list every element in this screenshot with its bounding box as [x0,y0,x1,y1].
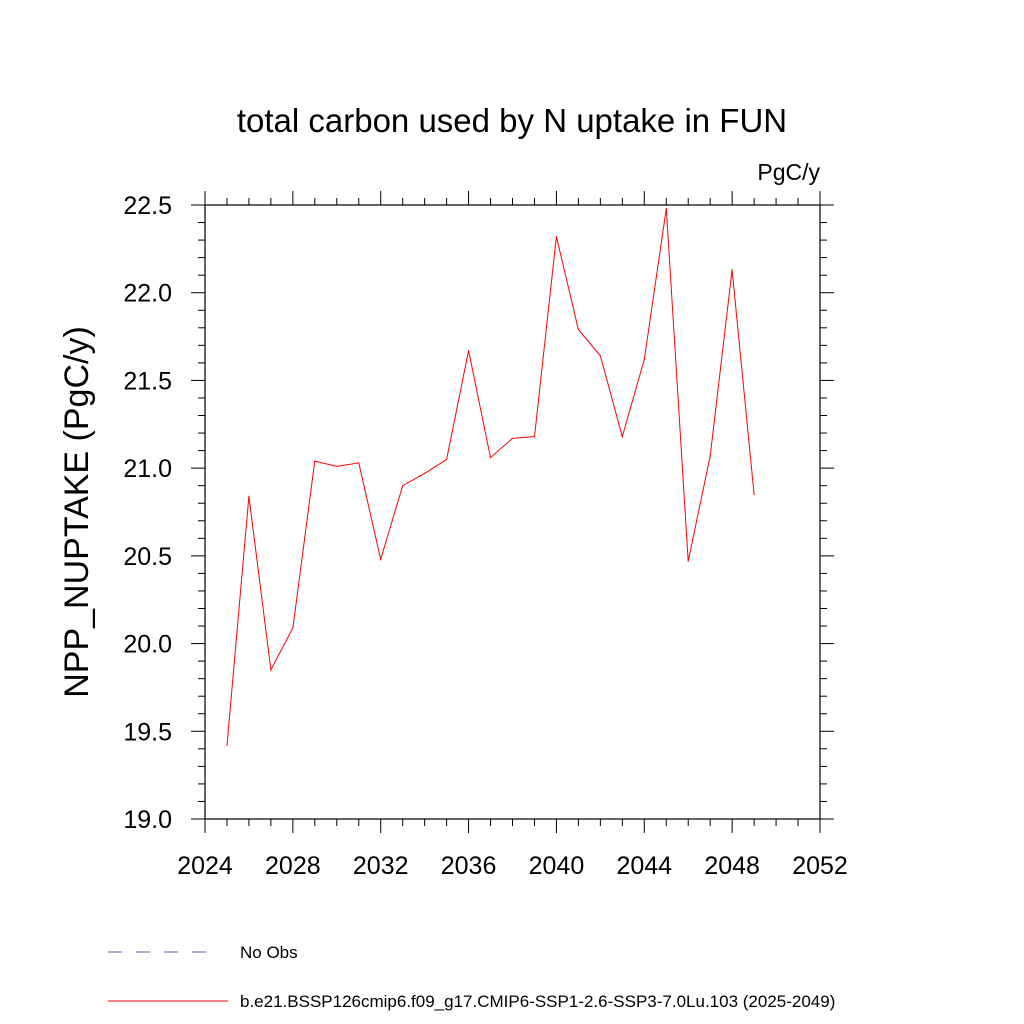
data-point [643,358,645,360]
data-point [555,235,558,238]
y-tick-label: 20.5 [123,543,172,571]
data-point [511,437,514,439]
y-tick-label: 20.0 [123,631,172,659]
x-tick-label: 2048 [704,852,760,880]
data-point [731,269,733,271]
plot-frame [204,204,821,820]
data-point [270,669,272,671]
y-tick-label: 19.0 [123,806,172,834]
y-tick-label: 21.0 [123,455,172,483]
units-label: PgC/y [757,159,820,185]
data-point [446,458,448,460]
data-point [314,460,316,462]
data-point [292,627,294,629]
axis-ticks: 2024 2028 2032 2036 2040 2044 2048 2052 19.0 19.5… [123,191,848,880]
data-point [665,207,667,210]
data-point [467,350,470,352]
x-tick-label: 2036 [441,852,497,880]
data-point [358,462,360,464]
y-axis-label: NPP_NUPTAKE (PgC/y) [58,326,96,698]
legend: No Obs b.e21.BSSP126cmip6.f09_g17.CMIP6-… [108,943,835,1011]
legend-label-no-obs: No Obs [240,943,298,962]
data-point [336,465,338,467]
data-point [533,435,536,438]
series-line [226,208,755,746]
x-tick-label: 2044 [616,852,672,880]
y-tick-label: 22.0 [123,280,172,308]
chart-title: total carbon used by N uptake in FUN [237,102,787,139]
series-layer [226,207,755,746]
data-point [226,744,228,746]
data-point [380,558,382,560]
x-tick-label: 2052 [792,852,848,880]
x-tick-label: 2032 [353,852,409,880]
x-tick-label: 2024 [177,852,233,880]
legend-label-series: b.e21.BSSP126cmip6.f09_g17.CMIP6-SSP1-2.… [240,992,835,1011]
data-point [687,560,689,562]
data-point [753,493,755,496]
data-point [709,455,711,457]
x-tick-label: 2040 [529,852,585,880]
data-point [621,435,623,438]
y-tick-label: 19.5 [123,718,172,746]
data-point [424,472,426,475]
y-tick-label: 21.5 [123,367,172,395]
y-tick-label: 22.5 [123,192,172,220]
data-point [402,485,404,487]
x-tick-label: 2028 [265,852,321,880]
data-point [577,328,579,331]
data-point [599,355,601,357]
data-point [248,495,250,497]
data-point [489,457,492,459]
